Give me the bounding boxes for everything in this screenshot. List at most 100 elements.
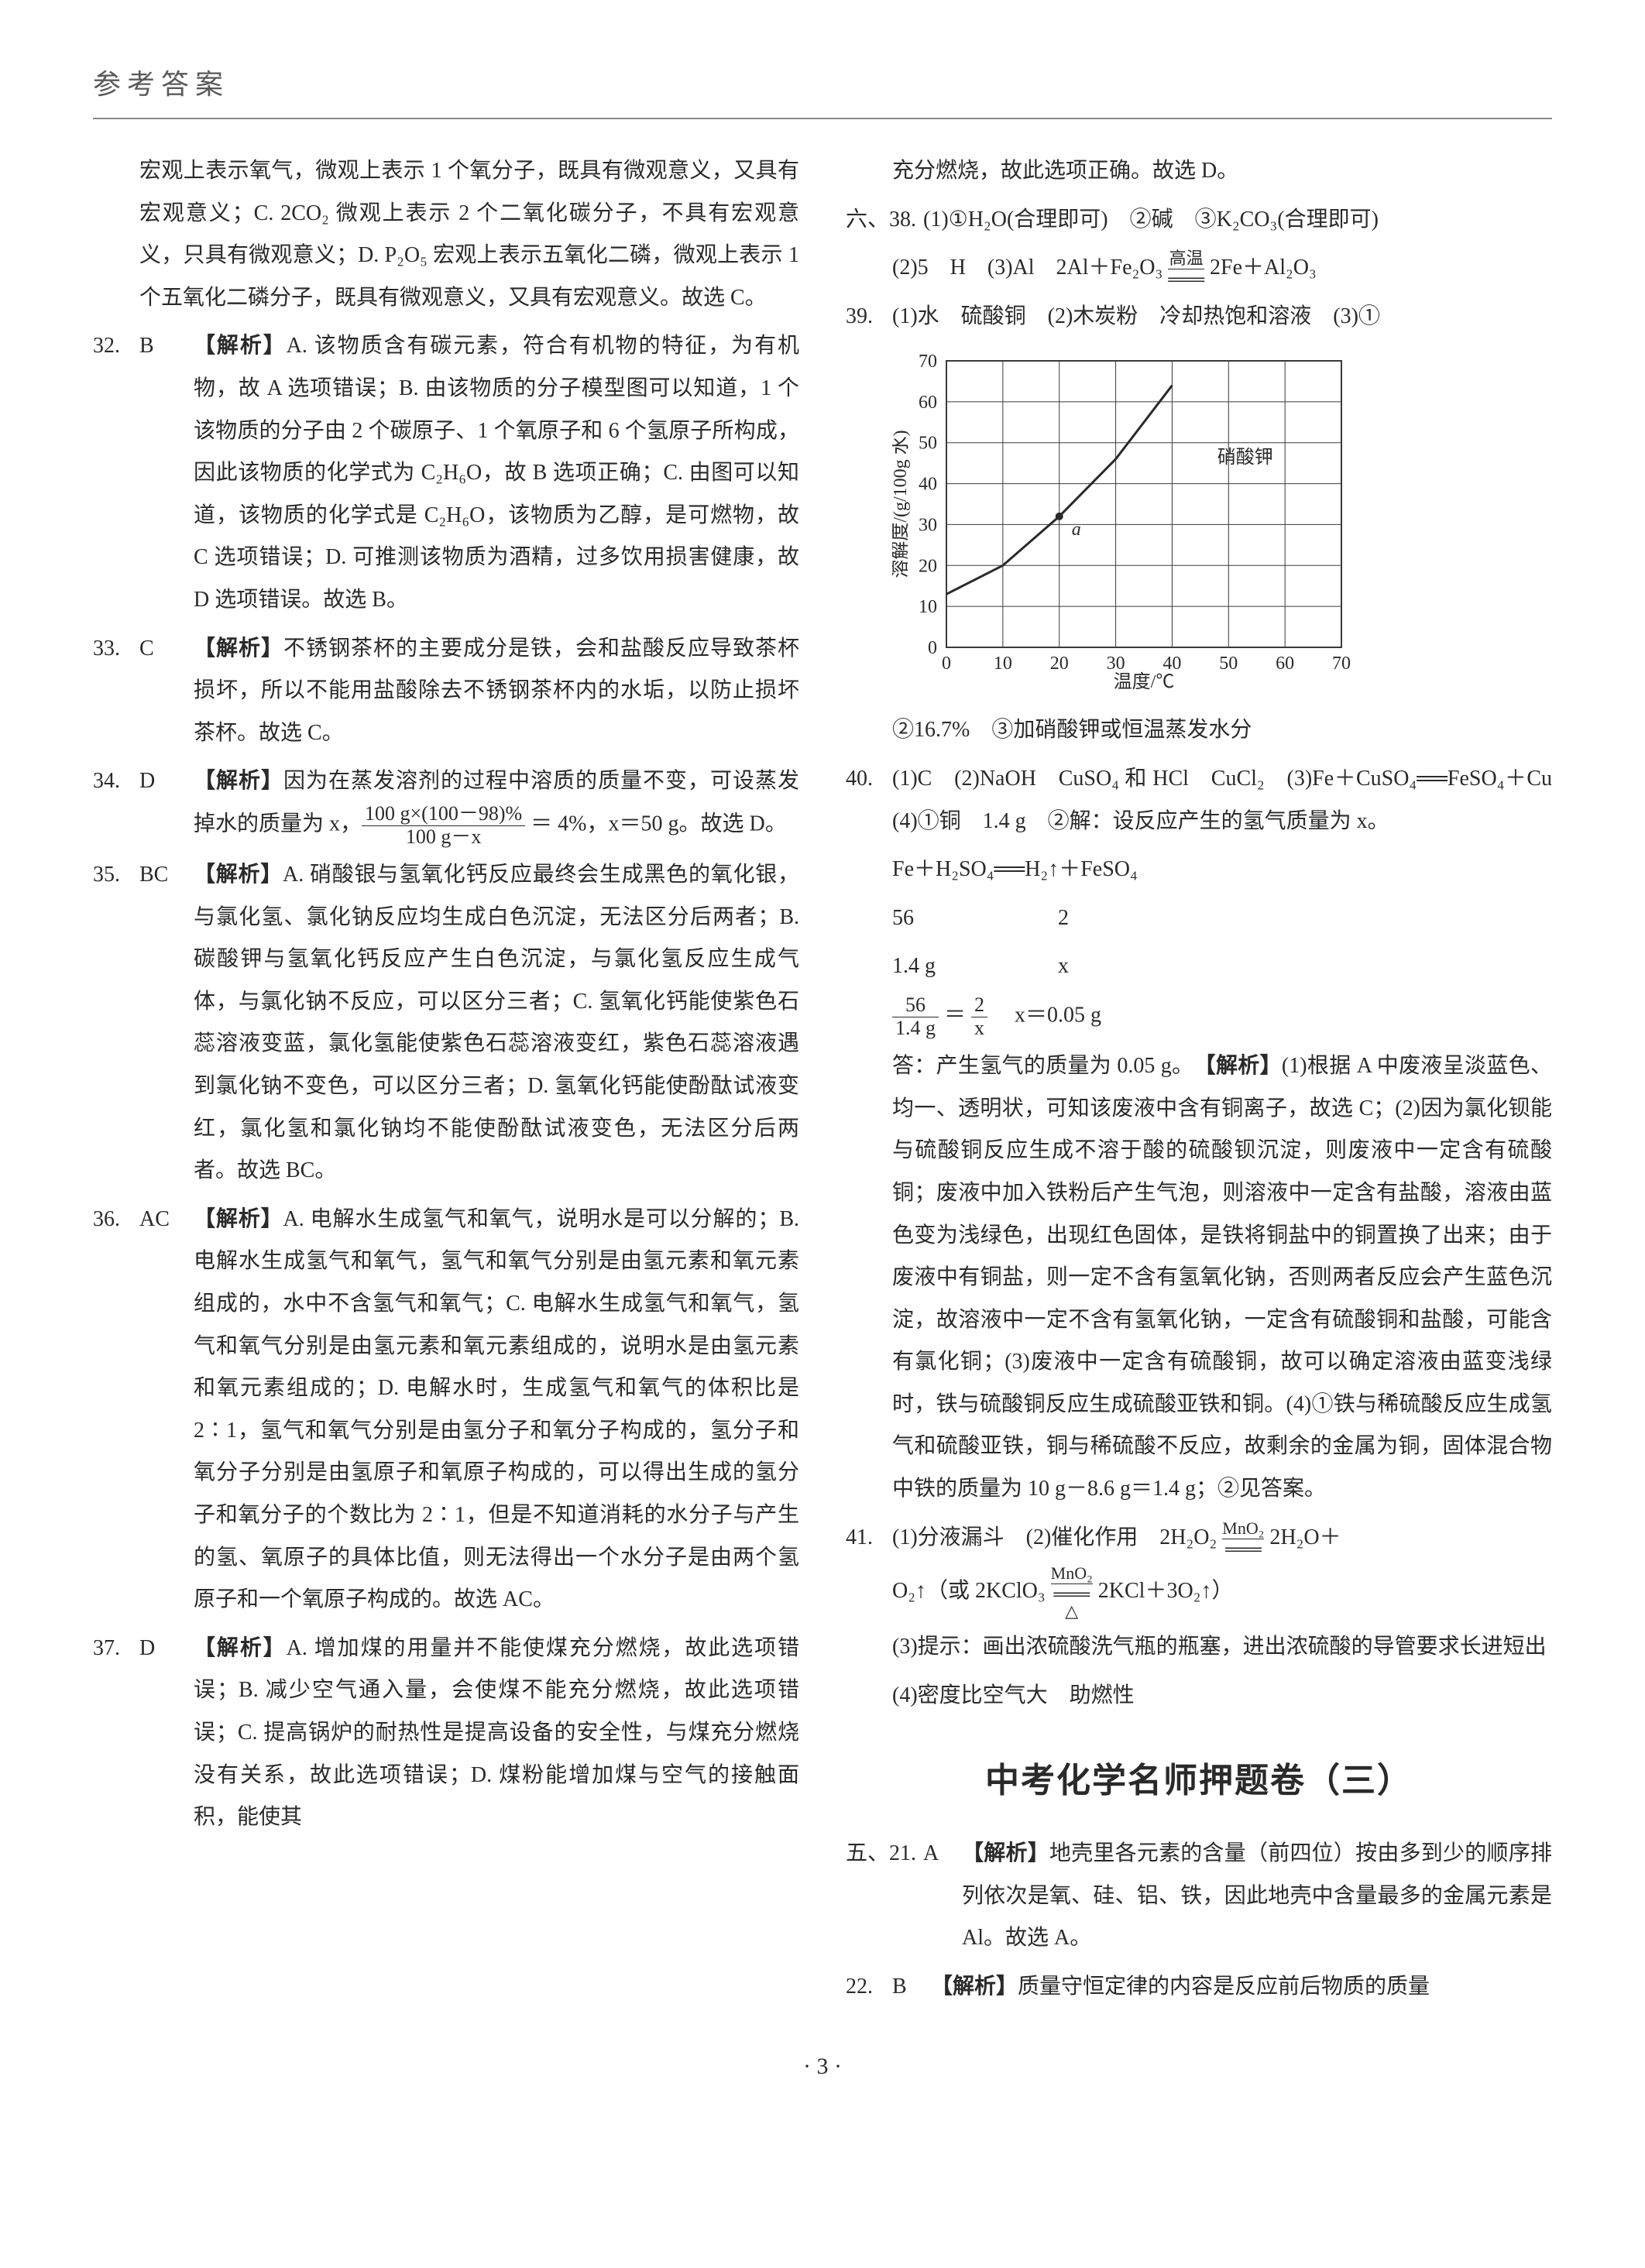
- q-number: 41.: [846, 1517, 892, 1559]
- svg-text:50: 50: [1219, 654, 1238, 674]
- text-post: 2Fe＋Al₂O₃: [1204, 256, 1317, 280]
- q-answer: BC: [139, 854, 194, 1192]
- condition-text: MnO₂: [1222, 1520, 1264, 1537]
- analysis-label: 【解析】: [1205, 1054, 1282, 1078]
- q-number: 六、38.: [846, 199, 923, 242]
- svg-text:60: 60: [1276, 654, 1294, 674]
- frac-denominator: 100 g－x: [362, 826, 525, 849]
- analysis-text: 质量守恒定律的内容是反应前后物质的质量: [1018, 1975, 1430, 1999]
- analysis-text: 不锈钢茶杯的主要成分是铁，会和盐酸反应导致茶杯损坏，所以不能用盐酸除去不锈钢茶杯…: [194, 636, 799, 745]
- q-body: (1)分液漏斗 (2)催化作用 2H₂O₂ MnO₂ ═══ 2H₂O＋: [892, 1517, 1552, 1559]
- q41-line4: (4)密度比空气大 助燃性: [846, 1675, 1552, 1717]
- q41-line3: (3)提示：画出浓硫酸洗气瓶的瓶塞，进出浓硫酸的导管要求长进短出: [846, 1626, 1552, 1669]
- svg-text:温度/℃: 温度/℃: [1114, 671, 1175, 692]
- reaction-line: ═══: [1222, 1539, 1264, 1558]
- q-body: 【解析】A. 增加煤的用量并不能使煤充分燃烧，故此选项错误；B. 减少空气通入量…: [194, 1628, 799, 1839]
- q-number: 35.: [93, 854, 139, 1192]
- q-body: 【解析】因为在蒸发溶剂的过程中溶质的质量不变，可设蒸发掉水的质量为 x，100 …: [194, 760, 799, 848]
- condition-top: MnO₂: [1051, 1565, 1093, 1582]
- q38-line2: (2)5 H (3)Al 2Al＋Fe₂O₃ 高温 ═══ 2Fe＋Al₂O₃: [846, 247, 1552, 290]
- q31-continuation: 宏观上表示氧气，微观上表示 1 个氧分子，既具有微观意义，又具有宏观意义；C. …: [93, 150, 799, 319]
- reaction-condition: MnO₂ ═══: [1222, 1520, 1264, 1558]
- svg-text:60: 60: [919, 393, 937, 413]
- left-column: 宏观上表示氧气，微观上表示 1 个氧分子，既具有微观意义，又具有宏观意义；C. …: [93, 150, 799, 2015]
- chart-svg: 010203040506070010203040506070a硝酸钾温度/℃溶解…: [892, 353, 1357, 694]
- analysis-label: 【解析】: [931, 1975, 1018, 1999]
- text-post: 2KCl＋3O₂↑）: [1093, 1579, 1234, 1603]
- q40-fraceq: 561.4 g ＝ 2x x＝0.05 g: [846, 994, 1552, 1039]
- frac-top: 56: [892, 994, 939, 1017]
- q-answer: B: [892, 1966, 931, 2009]
- svg-text:70: 70: [1332, 654, 1351, 674]
- page-number: · 3 ·: [93, 2054, 1552, 2080]
- frac-bot: x: [971, 1017, 987, 1040]
- analysis-label: 【解析】: [962, 1841, 1049, 1865]
- answer-text: 答：产生氢气的质量为 0.05 g。: [892, 1054, 1183, 1078]
- q-body: 【解析】A. 电解水生成氢气和氧气，说明水是可以分解的；B. 电解水生成氢气和氧…: [194, 1199, 799, 1621]
- q-body: 【解析】A. 硝酸银与氢氧化钙反应最终会生成黑色的氧化银，与氯化氢、氯化钠反应均…: [194, 854, 799, 1192]
- page-header: 参考答案: [93, 62, 1552, 119]
- fraction-1: 561.4 g: [892, 994, 939, 1039]
- q37: 37. D 【解析】A. 增加煤的用量并不能使煤充分燃烧，故此选项错误；B. 减…: [93, 1628, 799, 1839]
- q-body: 【解析】地壳里各元素的含量（前四位）按由多到少的顺序排列依次是氧、硅、铝、铁，因…: [962, 1833, 1552, 1960]
- analysis-label: 【解析】: [194, 1207, 283, 1231]
- reaction-line: ═══: [1168, 269, 1204, 288]
- frac-top: 2: [971, 994, 987, 1017]
- q-answer: A: [923, 1833, 962, 1960]
- eq-col2: x: [1058, 954, 1069, 978]
- q-body: 【解析】质量守恒定律的内容是反应前后物质的质量: [931, 1966, 1552, 2009]
- svg-text:0: 0: [928, 638, 937, 658]
- q-number: 22.: [846, 1966, 892, 2009]
- eq-result: x＝0.05 g: [1015, 1003, 1101, 1027]
- q-number: 34.: [93, 760, 139, 848]
- svg-text:70: 70: [919, 353, 937, 372]
- q40-eq3: 1.4 g x: [846, 945, 1552, 988]
- q40-answer-line: 答：产生氢气的质量为 0.05 g。 【解析】(1)根据 A 中废液呈淡蓝色、均…: [846, 1045, 1552, 1511]
- condition-text: 高温: [1168, 250, 1204, 267]
- analysis-label: 【解析】: [194, 769, 283, 793]
- svg-text:50: 50: [919, 434, 937, 454]
- svg-text:10: 10: [994, 654, 1012, 674]
- solubility-chart: 010203040506070010203040506070a硝酸钾温度/℃溶解…: [892, 353, 1357, 694]
- analysis-text: 地壳里各元素的含量（前四位）按由多到少的顺序排列依次是氧、硅、铝、铁，因此地壳中…: [962, 1841, 1552, 1950]
- q-body: 【解析】不锈钢茶杯的主要成分是铁，会和盐酸反应导致茶杯损坏，所以不能用盐酸除去不…: [194, 628, 799, 755]
- fraction: 100 g×(100－98)%100 g－x: [362, 803, 525, 848]
- svg-text:20: 20: [1050, 654, 1069, 674]
- q-answer: AC: [139, 1199, 194, 1621]
- analysis-text: A. 该物质含有碳元素，符合有机物的特征，为有机物，故 A 选项错误；B. 由该…: [194, 334, 799, 612]
- q-answer: D: [139, 760, 194, 848]
- text-pre: (2)5 H (3)Al 2Al＋Fe₂O₃: [892, 256, 1168, 280]
- analysis-text: (1)根据 A 中废液呈淡蓝色、均一、透明状，可知该废液中含有铜离子，故选 C；…: [892, 1054, 1552, 1501]
- text-pre: (1)分液漏斗 (2)催化作用 2H₂O₂: [892, 1525, 1222, 1549]
- right-column: 充分燃烧，故此选项正确。故选 D。 六、38. (1)①H₂O(合理即可) ②碱…: [846, 150, 1552, 2015]
- analysis-label: 【解析】: [194, 334, 287, 358]
- q40-eq2: 56 2: [846, 897, 1552, 940]
- svg-text:硝酸钾: 硝酸钾: [1217, 448, 1273, 468]
- q-answer: D: [139, 1628, 194, 1839]
- q21: 五、21. A 【解析】地壳里各元素的含量（前四位）按由多到少的顺序排列依次是氧…: [846, 1833, 1552, 1960]
- reaction-line: ═══: [1051, 1583, 1093, 1603]
- q-body: 【解析】A. 该物质含有碳元素，符合有机物的特征，为有机物，故 A 选项错误；B…: [194, 325, 799, 621]
- q40: 40. (1)C (2)NaOH CuSO₄ 和 HCl CuCl₂ (3)Fe…: [846, 758, 1552, 842]
- svg-text:30: 30: [919, 516, 937, 536]
- q-answer: C: [139, 628, 194, 755]
- q-number: 五、21.: [846, 1833, 923, 1960]
- frac-bot: 1.4 g: [892, 1017, 939, 1040]
- svg-text:20: 20: [919, 557, 937, 577]
- svg-text:溶解度/(g/100g 水): 溶解度/(g/100g 水): [892, 431, 911, 578]
- svg-text:40: 40: [919, 475, 937, 495]
- reaction-condition: MnO₂═══△: [1051, 1565, 1093, 1620]
- q40-eq1: Fe＋H₂SO₄══H₂↑＋FeSO₄: [846, 849, 1552, 891]
- q-body: (1)C (2)NaOH CuSO₄ 和 HCl CuCl₂ (3)Fe＋CuS…: [892, 758, 1552, 842]
- q37-continuation: 充分燃烧，故此选项正确。故选 D。: [846, 150, 1552, 193]
- fraction-2: 2x: [971, 994, 987, 1039]
- q33: 33. C 【解析】不锈钢茶杯的主要成分是铁，会和盐酸反应导致茶杯损坏，所以不能…: [93, 628, 799, 755]
- text-post: 2H₂O＋: [1264, 1525, 1341, 1549]
- svg-text:a: a: [1072, 520, 1081, 540]
- q39: 39. (1)水 硫酸铜 (2)木炭粉 冷却热饱和溶液 (3)①: [846, 296, 1552, 338]
- text-pre: O₂↑（或 2KClO₃: [892, 1579, 1051, 1603]
- eq-col1: 1.4 g: [892, 945, 954, 988]
- q-number: 37.: [93, 1628, 139, 1839]
- analysis-text-post: ＝ 4%，x＝50 g。故选 D。: [525, 811, 787, 835]
- two-column-layout: 宏观上表示氧气，微观上表示 1 个氧分子，既具有微观意义，又具有宏观意义；C. …: [93, 150, 1552, 2015]
